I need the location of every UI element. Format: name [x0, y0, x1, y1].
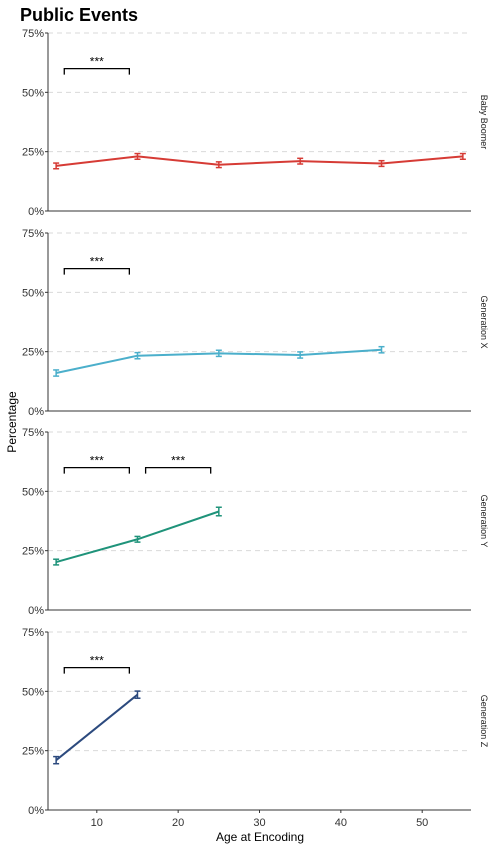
significance-bracket: ***	[63, 255, 130, 275]
panel-strip-label: Generation X	[479, 295, 489, 348]
y-tick-label: 0%	[28, 805, 44, 817]
bracket-line	[144, 466, 212, 474]
error-bar	[215, 161, 222, 169]
y-tick-label: 75%	[22, 627, 44, 639]
x-tick-label: 40	[335, 817, 347, 829]
error-bar	[215, 349, 222, 358]
error-bar	[297, 157, 304, 165]
chart-title: Public Events	[20, 5, 138, 25]
panel-generation-x: 0% 25% 50% 75% *** Generation X	[22, 228, 489, 418]
x-axis-title: Age at Encoding	[216, 830, 304, 844]
error-bar	[134, 351, 141, 360]
significance-label: ***	[90, 55, 104, 69]
error-bar	[53, 369, 60, 377]
y-tick-label: 0%	[28, 605, 44, 617]
error-bar	[134, 690, 141, 699]
y-tick-label: 25%	[22, 147, 44, 159]
error-bar	[378, 159, 385, 168]
y-tick-label: 50%	[22, 87, 44, 99]
y-tick-label: 25%	[22, 347, 44, 359]
panel-strip-label: Generation Y	[479, 495, 489, 548]
panel-generation-z: 0% 25% 50% 75% *** Generation Z	[22, 627, 489, 817]
panel-strip-label: Baby Boomer	[479, 95, 489, 150]
y-tick-label: 0%	[28, 206, 44, 218]
x-tick-label: 30	[253, 817, 265, 829]
significance-bracket: ***	[63, 654, 130, 674]
panel-strip-label: Generation Z	[479, 695, 489, 748]
error-bar	[215, 506, 222, 517]
significance-label: ***	[171, 454, 185, 468]
bracket-line	[63, 67, 130, 75]
significance-bracket: ***	[144, 454, 212, 474]
y-tick-label: 25%	[22, 746, 44, 758]
error-bar	[378, 345, 385, 354]
x-axis: 10 20 30 40 50	[91, 810, 428, 829]
y-tick-label: 75%	[22, 28, 44, 40]
error-bar	[459, 152, 466, 161]
x-tick-label: 20	[172, 817, 184, 829]
panel-generation-y: 0% 25% 50% 75% *** *** Generation Y	[22, 427, 489, 617]
y-tick-label: 25%	[22, 546, 44, 558]
x-tick-label: 10	[91, 817, 103, 829]
series-line	[56, 155, 463, 167]
series-line	[55, 693, 139, 761]
y-tick-label: 50%	[22, 287, 44, 299]
bracket-line	[63, 466, 130, 474]
error-bar	[297, 351, 304, 359]
significance-bracket: ***	[63, 55, 130, 75]
y-tick-label: 50%	[22, 686, 44, 698]
significance-label: ***	[90, 255, 104, 269]
y-tick-label: 50%	[22, 486, 44, 498]
y-tick-label: 0%	[28, 406, 44, 418]
significance-label: ***	[90, 654, 104, 668]
error-bar	[53, 755, 60, 765]
error-bar	[134, 152, 141, 161]
y-axis-title: Percentage	[5, 391, 19, 453]
error-bar	[53, 162, 60, 170]
error-bar	[53, 558, 60, 566]
y-tick-label: 75%	[22, 427, 44, 439]
panel-baby-boomer: 0% 25% 50% 75% *** Baby Boomer	[22, 28, 489, 218]
panels-layer: 0% 25% 50% 75% *** Baby Boomer 0% 25% 50% 75% *** G…	[22, 28, 489, 817]
y-tick-label: 75%	[22, 228, 44, 240]
x-tick-label: 50	[416, 817, 428, 829]
significance-bracket: ***	[63, 454, 130, 474]
bracket-line	[63, 666, 130, 674]
significance-label: ***	[90, 454, 104, 468]
error-bar	[134, 535, 141, 543]
bracket-line	[63, 267, 130, 275]
